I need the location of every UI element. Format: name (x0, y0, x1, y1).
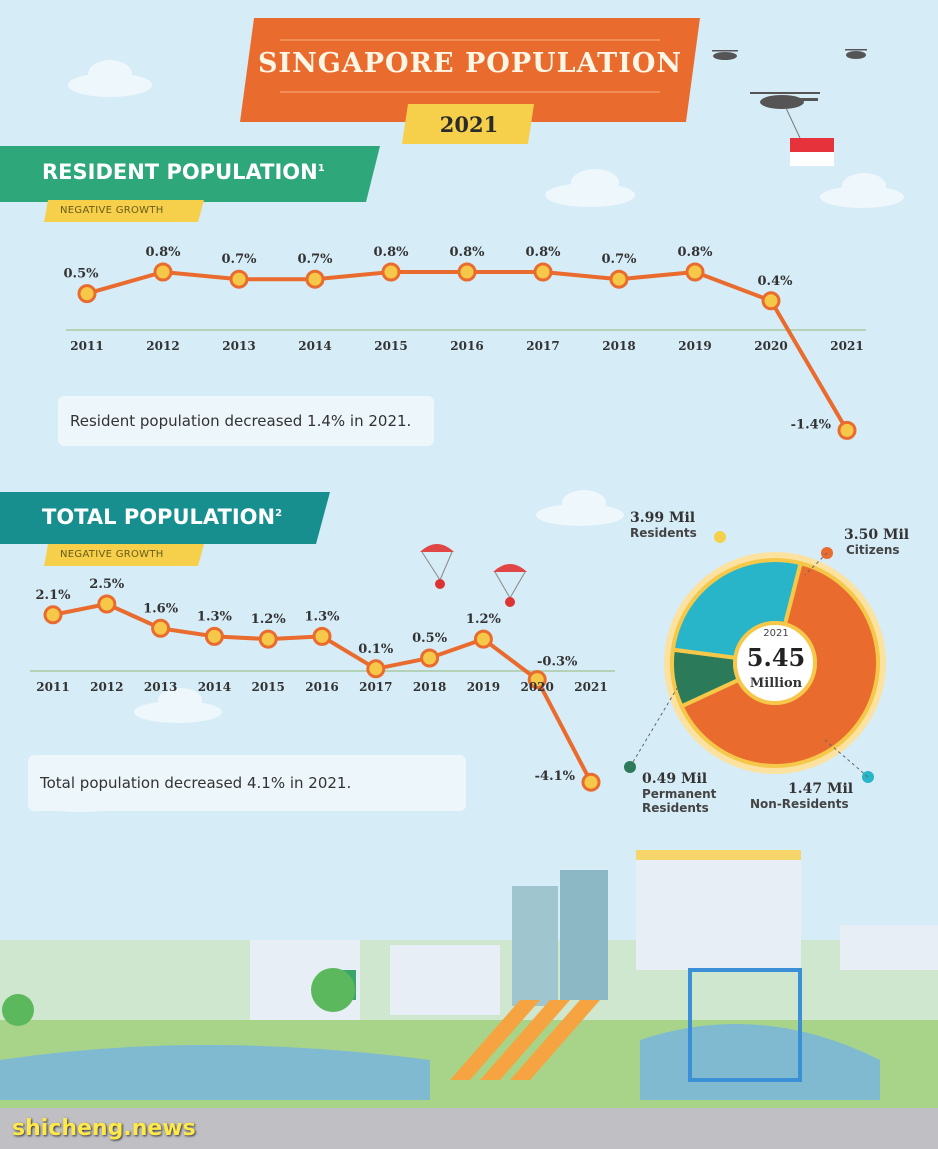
data-point-2021 (581, 772, 601, 792)
tick-label-2011: 2011 (36, 680, 69, 694)
data-point-2019 (473, 629, 493, 649)
pr-label: 0.49 Mil Permanent Residents (642, 771, 717, 815)
title-banner (240, 18, 700, 122)
tick-label-2012: 2012 (146, 339, 179, 353)
data-point-2011 (43, 605, 63, 625)
data-point-2016 (312, 626, 332, 646)
data-label-2013: 1.6% (143, 601, 179, 616)
donut-center (733, 621, 817, 705)
resident-note: Resident population decreased 1.4% in 20… (58, 396, 434, 446)
data-label-2019: 1.2% (466, 612, 502, 627)
tick-label-2016: 2016 (305, 680, 338, 694)
tick-label-2018: 2018 (413, 680, 446, 694)
non-residents-label: 1.47 Mil Non-Residents (750, 781, 854, 811)
data-point-2016 (457, 262, 477, 282)
tick-label-2016: 2016 (450, 339, 483, 353)
donut-total: 5.45 (746, 643, 806, 672)
data-label-2011: 0.5% (64, 267, 100, 282)
data-point-2013 (151, 618, 171, 638)
data-label-2018: 0.7% (602, 252, 638, 267)
resident-badge-bg (44, 200, 204, 222)
tick-label-2014: 2014 (198, 680, 231, 694)
resident-negative-growth-badge: NEGATIVE GROWTH (60, 205, 164, 216)
tick-label-2011: 2011 (70, 339, 103, 353)
donut-year: 2021 (763, 628, 789, 639)
data-label-2012: 2.5% (89, 577, 125, 592)
data-label-2020: 0.4% (758, 274, 794, 289)
data-label-2011: 2.1% (36, 588, 72, 603)
data-point-2014 (204, 626, 224, 646)
donut-connectors (624, 531, 874, 783)
data-label-2014: 1.3% (197, 609, 233, 624)
total-section-title: TOTAL POPULATION2 (42, 505, 283, 529)
data-label-2016: 1.3% (305, 609, 341, 624)
data-label-2017: 0.8% (526, 245, 562, 260)
citizens-label: 3.50 Mil Citizens (844, 527, 910, 557)
data-point-2017 (533, 262, 553, 282)
total-banner-bg (0, 492, 330, 544)
data-point-2011 (77, 284, 97, 304)
data-point-2014 (305, 269, 325, 289)
data-point-2012 (153, 262, 173, 282)
data-label-2021: -4.1% (535, 769, 576, 784)
total-badge-bg (44, 544, 204, 566)
page-year: 2021 (439, 112, 499, 137)
year-badge-bg (402, 104, 534, 144)
data-point-2015 (258, 629, 278, 649)
data-point-2017 (366, 659, 386, 679)
data-point-2018 (609, 269, 629, 289)
tick-label-2013: 2013 (222, 339, 255, 353)
data-label-2017: 0.1% (358, 642, 394, 657)
resident-banner-bg (0, 146, 380, 202)
data-point-2013 (229, 269, 249, 289)
tick-label-2013: 2013 (144, 680, 177, 694)
tick-label-2019: 2019 (678, 339, 711, 353)
data-label-2015: 0.8% (374, 245, 410, 260)
resident-section-title: RESIDENT POPULATION1 (42, 160, 325, 184)
data-label-2021: -1.4% (791, 417, 832, 432)
data-label-2018: 0.5% (412, 631, 448, 646)
data-label-2020: -0.3% (537, 655, 578, 670)
tick-label-2021: 2021 (830, 339, 863, 353)
data-label-2013: 0.7% (222, 252, 258, 267)
data-label-2019: 0.8% (678, 245, 714, 260)
data-label-2014: 0.7% (298, 252, 334, 267)
watermark: shicheng.news (12, 1116, 196, 1141)
tick-label-2021: 2021 (574, 680, 607, 694)
data-point-2019 (685, 262, 705, 282)
total-line-chart: 2.1% 2011 2.5% 2012 1.6% 2013 1.3% 2014 1.2% 2015… (30, 577, 615, 792)
page-title: SINGAPORE POPULATION (257, 48, 683, 79)
tick-label-2020: 2020 (520, 680, 553, 694)
residents-label: 3.99 Mil Residents (630, 510, 697, 540)
tick-label-2015: 2015 (374, 339, 407, 353)
tick-label-2015: 2015 (251, 680, 284, 694)
total-note: Total population decreased 4.1% in 2021. (28, 755, 466, 811)
data-point-2021 (837, 420, 857, 440)
resident-line-chart: 0.5% 2011 0.8% 2012 0.7% 2013 0.7% 2014 0.8% 2015… (64, 245, 866, 440)
tick-label-2014: 2014 (298, 339, 331, 353)
data-label-2015: 1.2% (251, 612, 287, 627)
tick-label-2019: 2019 (467, 680, 500, 694)
data-label-2012: 0.8% (146, 245, 182, 260)
data-label-2016: 0.8% (450, 245, 486, 260)
donut-unit: Million (749, 676, 803, 691)
population-donut-chart (664, 552, 886, 774)
tick-label-2017: 2017 (359, 680, 392, 694)
tick-label-2017: 2017 (526, 339, 559, 353)
tick-label-2018: 2018 (602, 339, 635, 353)
data-point-2020 (761, 291, 781, 311)
tick-label-2020: 2020 (754, 339, 787, 353)
total-negative-growth-badge: NEGATIVE GROWTH (60, 549, 164, 560)
data-point-2012 (97, 594, 117, 614)
data-point-2015 (381, 262, 401, 282)
data-point-2018 (420, 648, 440, 668)
data-point-2020 (527, 670, 547, 690)
tick-label-2012: 2012 (90, 680, 123, 694)
